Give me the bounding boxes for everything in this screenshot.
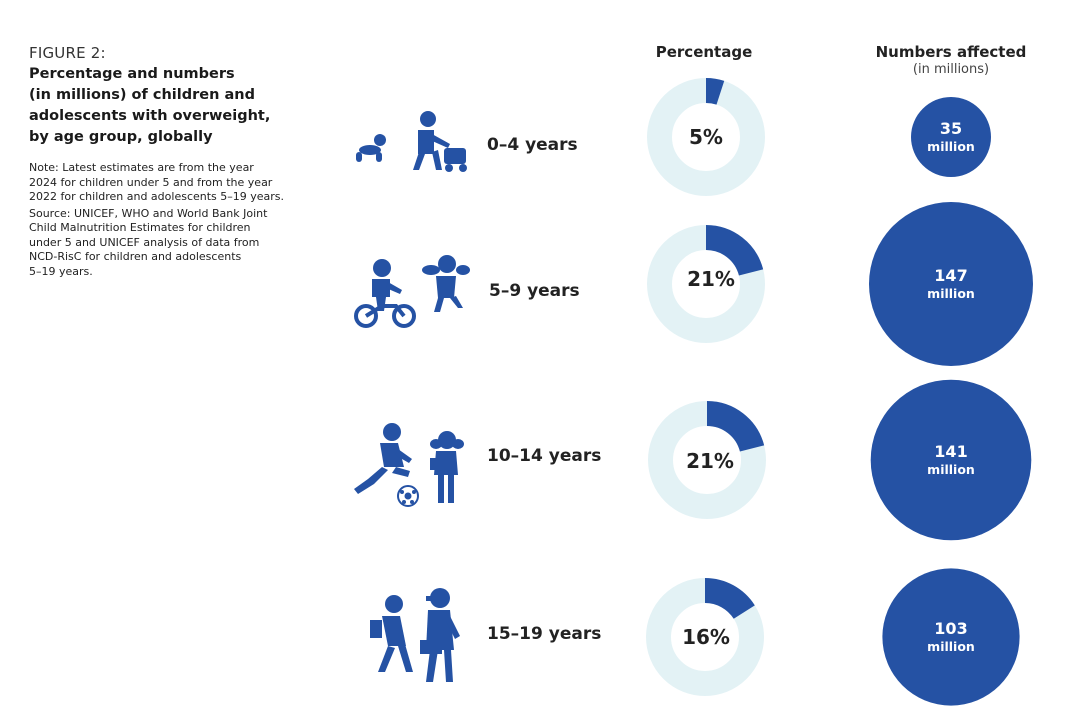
numbers-column-subtitle: (in millions) — [912, 62, 990, 77]
percentage-label: 16% — [682, 625, 730, 649]
figure-title-line: adolescents with overweight, — [29, 108, 271, 124]
bubble-mark — [882, 568, 1020, 706]
walking-teens-icon — [370, 588, 460, 682]
percentage-label: 21% — [686, 449, 734, 473]
figure-title-line: by age group, globally — [29, 129, 213, 145]
figure-note: Note: Latest estimates are from the year… — [29, 161, 294, 205]
figure-title-line: (in millions) of children and — [29, 87, 255, 103]
note-line: 2022 for children and adolescents 5–19 y… — [29, 190, 285, 203]
age-group-label: 10–14 years — [487, 446, 602, 466]
figure-text-block: FIGURE 2: Percentage and numbers (in mil… — [29, 44, 294, 279]
age-group-label: 15–19 years — [487, 624, 602, 644]
bubble-mark — [870, 379, 1032, 541]
bubble-value-label: 103 — [934, 619, 967, 638]
bubble-value-label: 147 — [934, 266, 967, 285]
bubble-unit-label: million — [927, 639, 975, 654]
percentage-column-header: Percentage — [655, 43, 753, 61]
bubble-mark — [869, 202, 1033, 366]
source-line: NCD-RisC for children and adolescents — [29, 250, 242, 263]
age-group-label: 5–9 years — [489, 281, 580, 301]
numbers-column-title: Numbers affected — [875, 43, 1027, 61]
age-group-label: 0–4 years — [487, 135, 578, 155]
figure-title-line: Percentage and numbers — [29, 66, 235, 82]
donut-segment — [705, 225, 764, 277]
percentage-label: 21% — [687, 267, 735, 291]
numbers-column-header: Numbers affected (in millions) — [851, 43, 1051, 77]
source-line: Child Malnutrition Estimates for childre… — [29, 221, 251, 234]
bubble-mark — [911, 97, 991, 177]
percentage-label: 5% — [689, 125, 723, 149]
bubble-unit-label: million — [927, 139, 975, 154]
bike-child-icon — [354, 255, 470, 328]
bubble-value-label: 35 — [940, 119, 962, 138]
crawling-toddler-icon — [356, 111, 467, 172]
football-child-icon — [354, 423, 464, 507]
donut-segment — [706, 401, 765, 453]
bubble-unit-label: million — [927, 286, 975, 301]
figure-label: FIGURE 2: — [29, 44, 106, 62]
note-line: 2024 for children under 5 and from the y… — [29, 175, 273, 189]
source-line: under 5 and UNICEF analysis of data from — [29, 235, 260, 249]
note-line: Note: Latest estimates are from the year — [29, 161, 254, 174]
bubble-unit-label: million — [927, 462, 975, 477]
figure-title: Percentage and numbers (in millions) of … — [29, 64, 294, 148]
bubble-value-label: 141 — [934, 442, 967, 461]
donut-segment — [705, 78, 725, 105]
figure-source: Source: UNICEF, WHO and World Bank Joint… — [29, 207, 294, 280]
source-line: Source: UNICEF, WHO and World Bank Joint — [29, 206, 268, 220]
source-line: 5–19 years. — [29, 264, 93, 278]
donut-segment — [704, 578, 755, 620]
